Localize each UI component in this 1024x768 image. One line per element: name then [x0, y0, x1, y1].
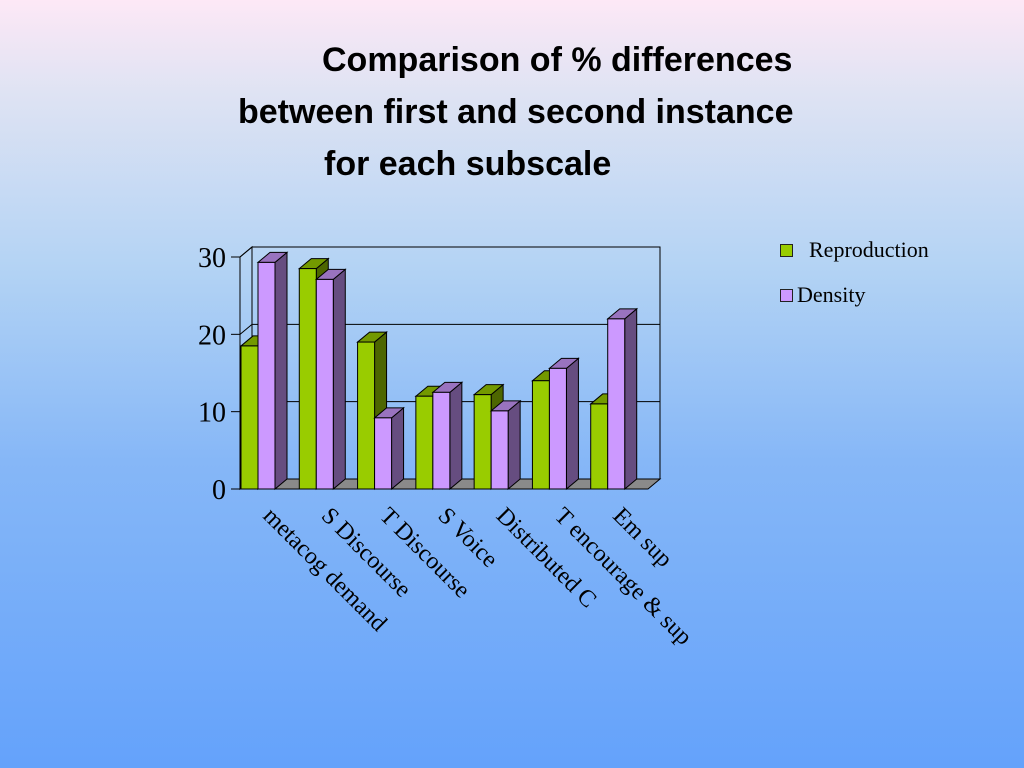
legend-item-reproduction: Reproduction — [780, 237, 929, 262]
y-tick-label: 10 — [198, 398, 226, 429]
bar-reproduction — [298, 268, 317, 490]
bar-reproduction — [473, 394, 492, 490]
legend-swatch-reproduction — [780, 243, 793, 257]
y-tick-label: 30 — [198, 243, 226, 274]
legend-item-density: Density — [780, 282, 929, 307]
bar-density — [490, 410, 509, 490]
bar-side-density — [332, 268, 346, 491]
bar-density — [607, 318, 626, 490]
bar-side-density — [274, 251, 288, 491]
gridline-side — [239, 246, 253, 258]
bar-reproduction — [357, 341, 376, 490]
bar-density — [432, 391, 451, 490]
bar-density — [315, 278, 334, 490]
bar-side-density — [507, 399, 521, 491]
bar-reproduction — [415, 395, 434, 490]
chart-legend: Reproduction Density — [780, 237, 929, 328]
title-line-2: between first and second instance — [238, 93, 794, 131]
slide-title: Comparison of % differences between firs… — [150, 34, 1010, 190]
y-tick-label: 20 — [198, 320, 226, 351]
bar-side-density — [565, 357, 579, 491]
legend-label-density: Density — [797, 282, 866, 307]
legend-swatch-density — [780, 288, 793, 302]
bar-reproduction — [531, 380, 550, 490]
bar-reproduction — [590, 403, 609, 490]
legend-label-reproduction: Reproduction — [809, 237, 929, 262]
bar-side-density — [449, 381, 463, 491]
title-line-1: Comparison of % differences — [322, 41, 793, 79]
title-line-3: for each subscale — [324, 145, 612, 183]
bar-density — [257, 261, 276, 490]
gridline-side — [239, 323, 253, 335]
bar-density — [374, 417, 393, 490]
bar-side-density — [391, 406, 405, 491]
bar-density — [548, 367, 567, 490]
y-tick-label: 0 — [212, 475, 226, 506]
bar-reproduction — [240, 345, 259, 490]
bar-side-density — [624, 307, 638, 491]
